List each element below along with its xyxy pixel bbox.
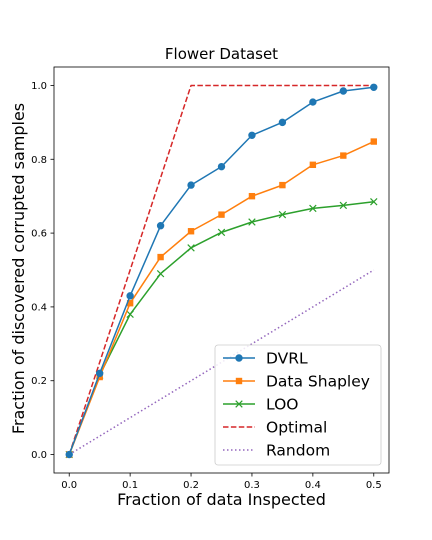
data-point-data-shapley [187,228,195,235]
y-tick-label: 0.4 [31,302,47,313]
data-point-loo [187,244,195,252]
data-point-dvrl [187,181,195,189]
data-point-dvrl [278,118,287,127]
data-point-dvrl [217,162,226,171]
legend-item-dvrl: DVRL [223,350,308,368]
data-point-loo [370,197,378,206]
data-point-loo [278,210,287,219]
legend-label-data-shapley: Data Shapley [266,373,370,391]
data-point-data-shapley [248,192,256,200]
series-dvrl [65,83,378,459]
x-tick-label: 0.1 [122,480,138,491]
data-point-dvrl [126,292,134,300]
data-point-dvrl [339,87,348,95]
plot-layer [65,83,378,459]
y-tick-label: 0.6 [31,229,47,240]
legend-label-loo: LOO [266,396,298,414]
legend-marker-dvrl [235,354,243,362]
y-axis-title: Fraction of discovered corrupted samples [9,103,28,434]
data-point-dvrl [370,83,378,91]
x-axis-title: Fraction of data Inspected [117,490,326,509]
data-point-data-shapley [309,161,317,169]
legend-item-random: Random [223,442,330,460]
legend-label-optimal: Optimal [266,419,327,437]
y-tick-label: 1.0 [31,81,47,92]
ticks-layer: 0.0 0.1 0.2 0.3 0.4 0.5 0.0 0.2 0.4 0.6 0.8 1.0 [31,81,382,491]
legend-label-dvrl: DVRL [266,350,308,368]
data-point-dvrl [95,369,104,378]
series-line-random [68,269,375,456]
data-point-loo [126,310,134,319]
data-point-dvrl [309,98,317,106]
data-point-data-shapley [340,152,347,159]
series-loo [65,197,378,459]
x-tick-label: 0.2 [183,480,199,491]
legend-item-data-shapley: Data Shapley [223,373,370,391]
x-tick-label: 0.5 [366,480,382,491]
legend-frame [214,344,382,466]
legend: DVRL Data Shapley LOO Optimal Random [214,344,382,466]
chart-title: Flower Dataset [165,45,278,63]
x-tick-label: 0.3 [244,480,260,491]
data-point-loo [339,201,348,210]
legend-marker-loo [235,400,243,408]
y-tick-label: 0.8 [31,155,47,166]
legend-item-optimal: Optimal [223,419,327,437]
series-optimal [68,84,374,455]
plot-frame [53,66,390,474]
data-point-data-shapley [157,253,164,261]
data-point-dvrl [65,450,73,459]
x-tick-label: 0.4 [305,480,321,491]
data-point-loo [309,204,317,213]
data-point-loo [217,228,226,237]
data-point-data-shapley [370,138,377,145]
legend-marker-data-shapley [235,377,243,385]
legend-label-random: Random [266,442,330,460]
data-point-dvrl [156,222,165,230]
y-tick-label: 0.2 [31,376,47,387]
y-tick-label: 0.0 [31,450,47,461]
data-point-data-shapley [126,300,134,307]
data-point-data-shapley [279,181,286,189]
data-point-loo [156,269,165,278]
legend-item-loo: LOO [223,396,298,414]
series-line-optimal [68,84,374,455]
x-tick-label: 0.0 [61,480,77,491]
data-point-loo [248,218,256,226]
data-point-data-shapley [218,211,225,218]
series-random [68,269,375,456]
data-point-dvrl [248,131,256,139]
